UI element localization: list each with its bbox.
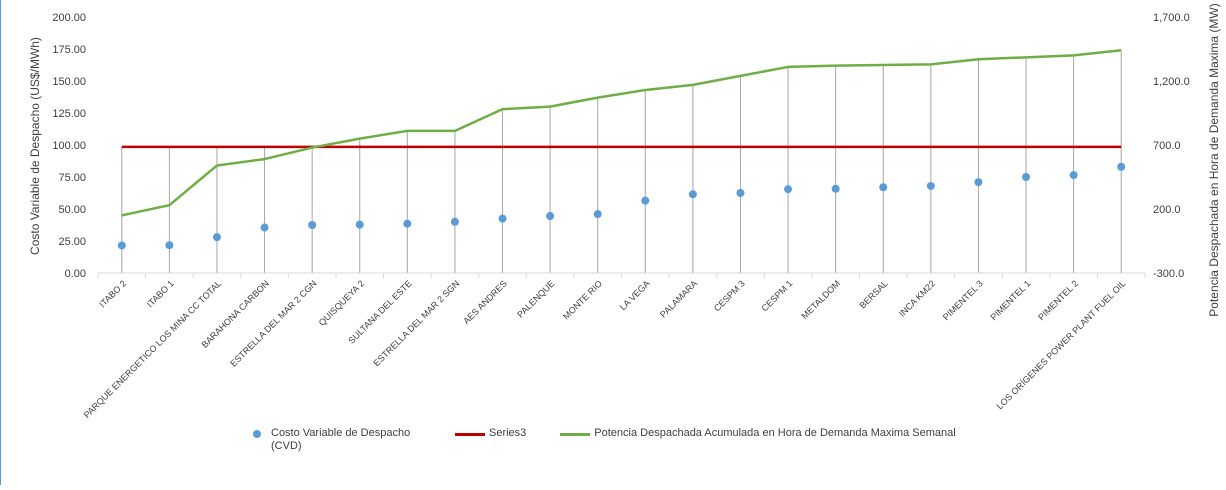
legend-item-potencia: Potencia Despachada Acumulada en Hora de… [560,427,956,440]
x-tick-label: ESTRELLA DEL MAR 2 SGN [371,278,461,368]
drop-lines [121,50,1122,273]
cvd-point [212,233,221,242]
x-tick-label: INCA KM22 [897,278,937,318]
cvd-point [498,214,507,223]
cvd-point [688,190,697,199]
cvd-point [879,183,888,192]
y-left-tick-label: 75.00 [58,172,86,184]
y-left-tick-label: 100.00 [52,140,86,152]
x-tick-label: BERSAL [857,278,889,310]
chart-border [0,0,1,485]
x-tick-label: PALENQUE [515,278,556,319]
y-axis-left-title: Costo Variable de Despacho (US$/MWh) [28,37,42,255]
cvd-point [403,219,412,228]
cvd-point [260,223,269,232]
cvd-point [1022,173,1031,181]
y-left-tick-label: 175.00 [52,44,86,56]
cvd-point [831,184,840,193]
y-left-tick-label: 0.00 [65,268,86,280]
x-tick-label: CESPM 1 [759,278,794,313]
x-tick-label: AES ANDRES [461,278,509,326]
y-left-tick-label: 125.00 [52,108,86,120]
y-right-tick-label: 700.0 [1153,140,1181,152]
legend-label-series3: Series3 [489,427,527,439]
x-tick-label: PALAMARA [658,278,699,319]
x-tick-label: ESTRELLA DEL MAR 2 CGN [228,278,318,368]
legend-marker-series3 [455,433,485,436]
axes [97,272,1146,278]
x-tick-label: CESPM 3 [712,278,747,313]
cvd-point [593,210,602,219]
x-tick-label: LA VEGA [618,278,652,312]
tick-labels: 0.00 25.00 50.00 75.00 100.00 125.00 150.00 175… [52,12,1189,420]
y-left-tick-label: 50.00 [58,204,86,216]
cvd-point [736,189,745,197]
x-tick-label: QUISQUEYA 2 [317,278,366,327]
legend-item-series3: Series3 [455,427,526,440]
cvd-point [641,196,650,205]
cvd-point [355,220,364,229]
y-right-tick-label: 1,700.0 [1153,12,1190,24]
potencia-line [121,49,1122,217]
legend-item-cvd: Costo Variable de Despacho (CVD) [253,427,421,453]
cvd-point [165,241,174,250]
y-right-tick-label: -300.0 [1153,268,1184,280]
x-tick-label: ITABO 2 [97,278,128,309]
y-left-tick-label: 150.00 [52,76,86,88]
legend-label-potencia: Potencia Despachada Acumulada en Hora de… [594,427,956,439]
series-points [117,162,1126,250]
x-tick-label: PIMENTEL 2 [1036,278,1080,322]
cvd-point [974,178,983,187]
cvd-point [546,212,555,221]
series-lines [121,49,1122,217]
x-tick-label: ITABO 1 [145,278,176,309]
y-axis-right-title: Potencia Despachada en Hora de Demanda M… [1207,3,1221,316]
x-tick-label: PIMENTEL 1 [988,278,1032,322]
x-tick-label: MONTE RIO [561,278,604,321]
cvd-point [926,181,935,190]
cvd-point [1117,162,1126,171]
x-tick-label: PIMENTEL 3 [941,278,985,322]
legend-label-cvd: Costo Variable de Despacho (CVD) [271,427,411,452]
x-tick-label: METALDOM [799,278,842,321]
cvd-point [450,217,459,226]
cvd-point [1069,171,1078,180]
legend-marker-potencia [560,433,591,436]
cvd-point [784,185,793,194]
cvd-point [117,241,126,250]
y-right-tick-label: 1,200.0 [1153,76,1190,88]
y-right-tick-label: 200.0 [1153,204,1181,216]
legend-marker-cvd [253,430,261,438]
legend: Costo Variable de Despacho (CVD) Series3… [253,427,956,453]
cvd-point [308,221,317,229]
y-left-tick-label: 200.00 [52,12,86,24]
y-left-tick-label: 25.00 [58,236,86,248]
